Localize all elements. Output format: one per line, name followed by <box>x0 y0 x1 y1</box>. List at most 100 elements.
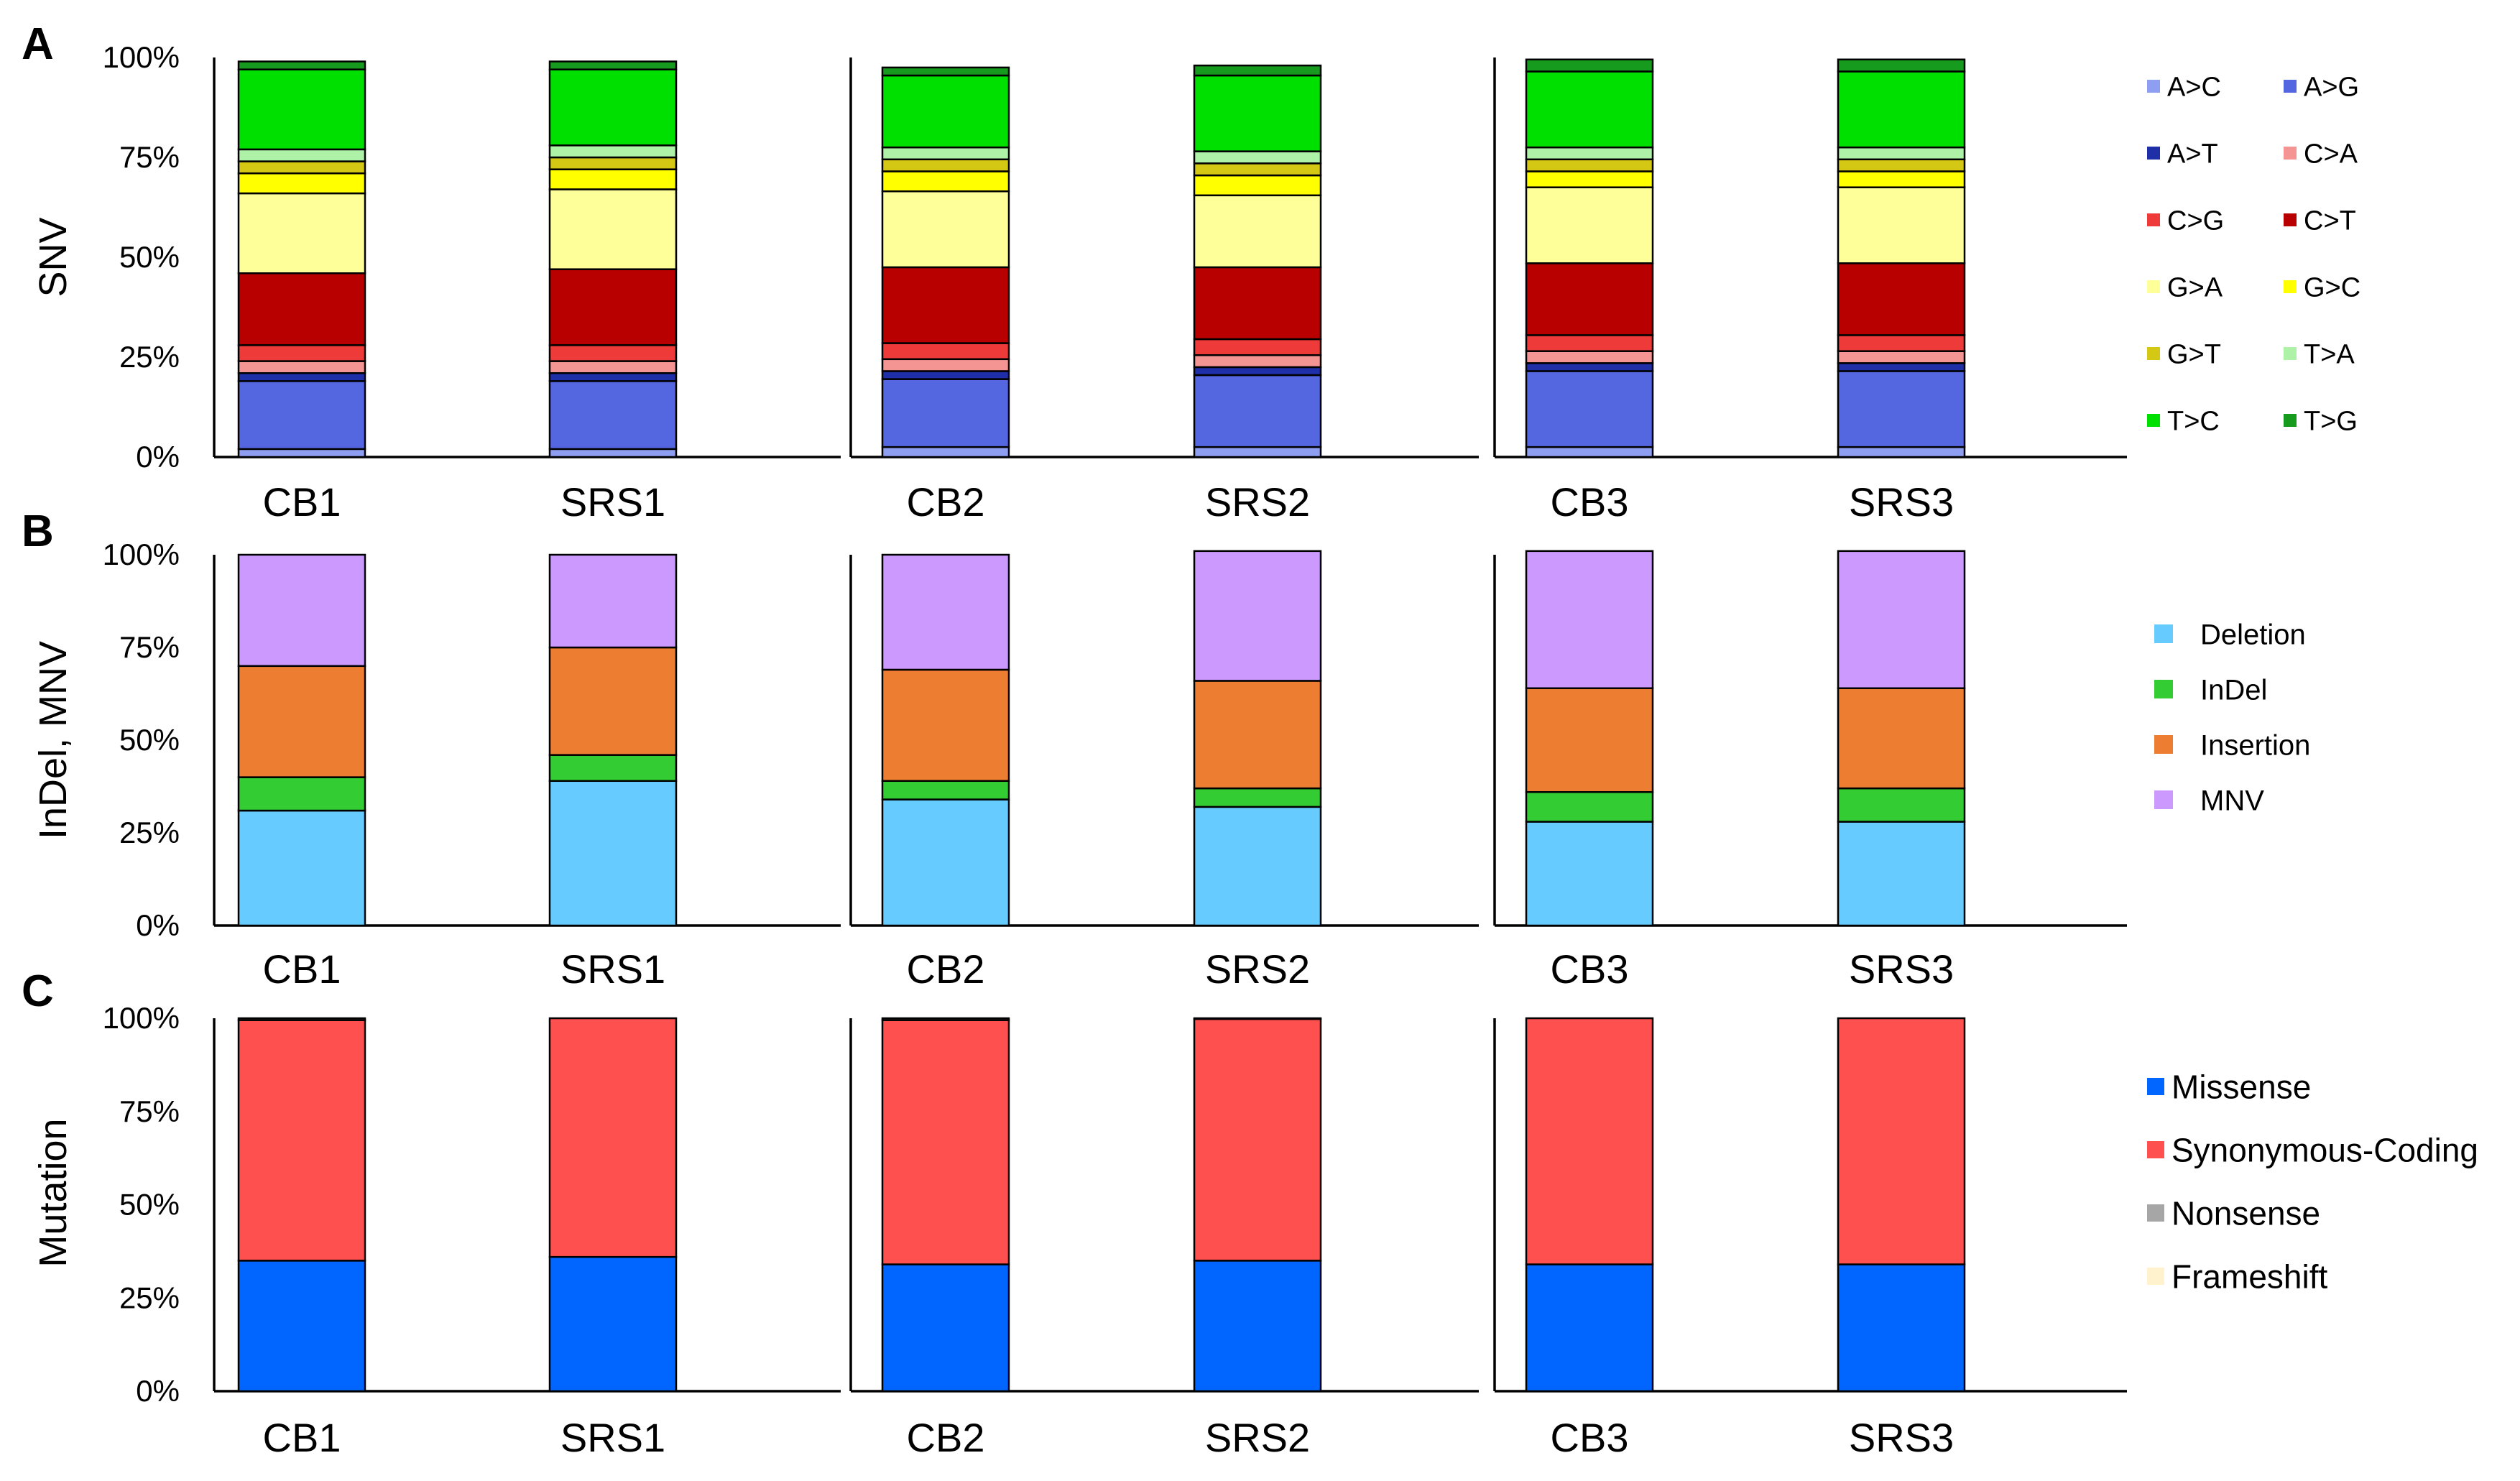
legend-item: T>A <box>2284 340 2355 370</box>
legend-item: InDel <box>2154 674 2267 706</box>
bar-segment-a-g <box>1525 370 1654 448</box>
bar-segment-a-t <box>1837 362 1966 372</box>
bar-segment-t-g <box>548 60 678 70</box>
bar-segment-t-a <box>1193 150 1322 165</box>
legend-item: G>A <box>2147 273 2223 303</box>
legend-label: Missense <box>2171 1069 2311 1106</box>
bar-segment-deletion <box>237 809 366 927</box>
bar-srs1 <box>548 60 678 458</box>
bar-srs3 <box>1837 1017 1966 1393</box>
bar-segment-mnv <box>881 553 1010 671</box>
bar-srs3 <box>1837 58 1966 458</box>
legend-swatch <box>2154 680 2173 698</box>
bar-segment-g-t <box>1837 158 1966 172</box>
bar-segment-mnv <box>1193 550 1322 682</box>
legend-swatch <box>2147 80 2160 93</box>
legend-swatch <box>2154 790 2173 809</box>
bar-segment-g-t <box>237 160 366 175</box>
bar-segment-a-g <box>881 378 1010 448</box>
bar-segment-missense <box>237 1260 366 1393</box>
bar-segment-g-a <box>237 192 366 274</box>
bar-segment-a-t <box>237 372 366 382</box>
bar-srs1 <box>548 553 678 927</box>
legend-swatch <box>2147 1078 2164 1095</box>
x-tick-label: CB1 <box>263 479 341 525</box>
legend-swatch <box>2154 735 2173 754</box>
legend-item: T>G <box>2284 407 2358 437</box>
bar-segment-synonymous-coding <box>548 1017 678 1258</box>
bar-segment-g-c <box>548 168 678 190</box>
panel-c: C Mutation 0% 25% 50% 75% 100% CB1 SRS1 CB2 SRS2 CB… <box>22 966 2478 1460</box>
legend-swatch <box>2284 347 2297 360</box>
bar-segment-c-t <box>881 266 1010 344</box>
legend-label: G>T <box>2167 340 2221 370</box>
legend-label: C>T <box>2304 206 2356 236</box>
legend-swatch <box>2147 213 2160 226</box>
bar-segment-c-t <box>548 268 678 346</box>
bar-segment-g-t <box>548 156 678 170</box>
bar-srs2 <box>1193 550 1322 927</box>
legend-item: C>A <box>2284 139 2358 170</box>
legend: Missense Synonymous-Coding Nonsense Framesh… <box>2147 1069 2478 1296</box>
bar-segment-g-a <box>548 188 678 270</box>
legend-swatch <box>2284 80 2297 93</box>
bar-segment-t-a <box>881 146 1010 161</box>
bar-segment-mnv <box>548 553 678 649</box>
bar-segment-a-t <box>1193 366 1322 377</box>
bar-segment-a-c <box>548 448 678 458</box>
bar-segment-insertion <box>1193 680 1322 790</box>
bar-segment-g-c <box>1837 170 1966 188</box>
bar-segment-c-t <box>1193 266 1322 341</box>
panel-letter: C <box>22 966 54 1016</box>
legend-label: G>A <box>2167 273 2223 303</box>
bar-cb3 <box>1525 1017 1654 1393</box>
bar-segment-c-t <box>237 272 366 346</box>
y-tick-label: 75% <box>119 1094 180 1128</box>
bar-cb2 <box>881 553 1010 927</box>
bar-cb1 <box>237 1017 366 1393</box>
x-tick-label: SRS3 <box>1849 1415 1954 1460</box>
legend: Deletion InDel Insertion MNV <box>2154 619 2310 816</box>
bar-segment-g-a <box>1525 186 1654 264</box>
bar-segment-g-a <box>881 190 1010 269</box>
bar-segment-indel <box>1525 790 1654 823</box>
bar-segment-g-a <box>1193 194 1322 269</box>
bar-segment-t-c <box>1837 70 1966 149</box>
bar-segment-synonymous-coding <box>1525 1017 1654 1265</box>
legend-label: Insertion <box>2200 729 2310 761</box>
bar-segment-g-t <box>1193 162 1322 177</box>
bar-segment-synonymous-coding <box>237 1019 366 1262</box>
x-tick-label: CB1 <box>263 1415 341 1460</box>
x-tick-label: CB3 <box>1551 946 1629 992</box>
bar-segment-synonymous-coding <box>881 1019 1010 1265</box>
bar-segment-synonymous-coding <box>1837 1017 1966 1265</box>
legend-swatch <box>2147 1204 2164 1222</box>
bar-srs2 <box>1193 64 1322 458</box>
bar-segment-a-c <box>237 448 366 458</box>
bar-segment-c-g <box>1525 334 1654 352</box>
legend-label: Frameshift <box>2171 1258 2327 1296</box>
bar-segment-nonsense <box>1193 1017 1322 1020</box>
bar-segment-insertion <box>237 665 366 778</box>
y-tick-label: 25% <box>119 1281 180 1314</box>
bar-segment-nonsense <box>237 1017 366 1021</box>
bar-segment-c-a <box>237 360 366 374</box>
bar-segment-a-g <box>1193 374 1322 448</box>
bar-cb3 <box>1525 550 1654 927</box>
legend-item: A>C <box>2147 73 2221 103</box>
bar-srs3 <box>1837 550 1966 927</box>
bar-cb1 <box>237 60 366 458</box>
bar-segment-t-g <box>1525 58 1654 73</box>
bar-segment-nonsense <box>881 1017 1010 1021</box>
bar-segment-t-c <box>881 74 1010 149</box>
legend-swatch <box>2284 414 2297 427</box>
bar-segment-deletion <box>1525 821 1654 927</box>
bar-segment-g-a <box>1837 186 1966 264</box>
legend-label: A>T <box>2167 139 2218 170</box>
legend-label: C>G <box>2167 206 2224 236</box>
y-tick-label: 50% <box>119 1188 180 1222</box>
bar-segment-a-t <box>881 370 1010 380</box>
bar-srs2 <box>1193 1017 1322 1393</box>
